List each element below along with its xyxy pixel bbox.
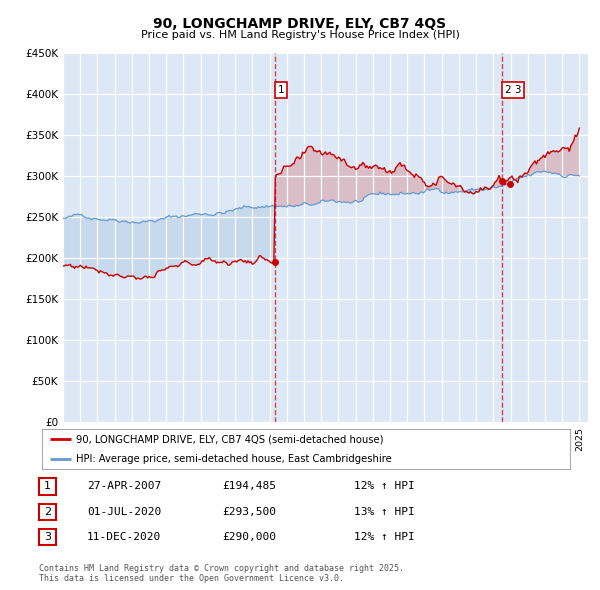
Text: 01-JUL-2020: 01-JUL-2020 (87, 507, 161, 517)
Text: 1: 1 (44, 481, 51, 491)
Text: 90, LONGCHAMP DRIVE, ELY, CB7 4QS: 90, LONGCHAMP DRIVE, ELY, CB7 4QS (154, 17, 446, 31)
Text: Contains HM Land Registry data © Crown copyright and database right 2025.
This d: Contains HM Land Registry data © Crown c… (39, 563, 404, 583)
Text: Price paid vs. HM Land Registry's House Price Index (HPI): Price paid vs. HM Land Registry's House … (140, 30, 460, 40)
Text: 2: 2 (44, 507, 51, 517)
Text: £194,485: £194,485 (222, 481, 276, 491)
Text: £290,000: £290,000 (222, 532, 276, 542)
Text: 27-APR-2007: 27-APR-2007 (87, 481, 161, 491)
Text: 12% ↑ HPI: 12% ↑ HPI (354, 532, 415, 542)
Text: 90, LONGCHAMP DRIVE, ELY, CB7 4QS (semi-detached house): 90, LONGCHAMP DRIVE, ELY, CB7 4QS (semi-… (76, 434, 384, 444)
Text: 1: 1 (278, 85, 284, 95)
Text: 2 3: 2 3 (505, 85, 521, 95)
Text: 11-DEC-2020: 11-DEC-2020 (87, 532, 161, 542)
Text: 3: 3 (44, 532, 51, 542)
Text: £293,500: £293,500 (222, 507, 276, 517)
Text: 12% ↑ HPI: 12% ↑ HPI (354, 481, 415, 491)
Text: 13% ↑ HPI: 13% ↑ HPI (354, 507, 415, 517)
Text: HPI: Average price, semi-detached house, East Cambridgeshire: HPI: Average price, semi-detached house,… (76, 454, 392, 464)
